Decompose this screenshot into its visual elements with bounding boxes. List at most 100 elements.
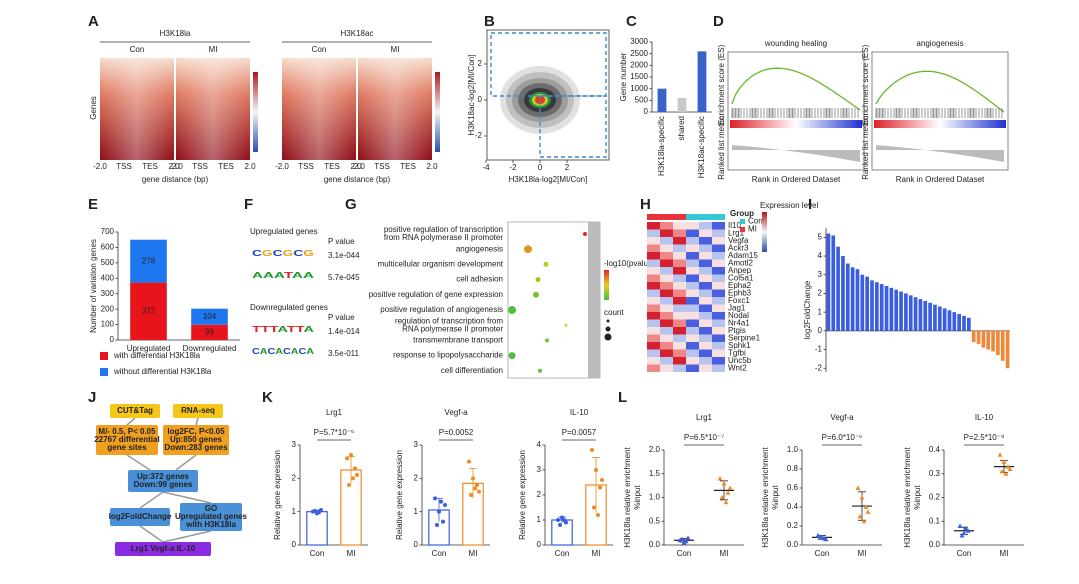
y-tick-label: -1 <box>815 345 823 354</box>
heat-cell <box>647 357 660 365</box>
y-tick-label: 500 <box>635 95 649 104</box>
heat-cell <box>660 327 673 335</box>
y-tick-label: 0.2 <box>929 493 941 502</box>
bar <box>899 291 903 331</box>
gene-label: Nodal <box>728 311 749 320</box>
heat-cell <box>686 357 699 365</box>
y-tick-label: 2500 <box>630 49 648 58</box>
x-tick-label: TES <box>218 162 234 171</box>
go-dot <box>533 291 539 298</box>
bar <box>971 330 976 343</box>
heat-cell <box>647 349 660 357</box>
y-tick-label: 1 <box>292 507 297 516</box>
point <box>855 485 861 490</box>
go-term: RNA polymerase II promoter <box>402 324 503 333</box>
motif-letter: A <box>263 271 274 280</box>
group-label: Con <box>130 45 145 54</box>
motif-letter: C <box>299 347 307 356</box>
group-bar <box>712 214 725 220</box>
bar <box>306 511 328 546</box>
flow-text: Lrg1 Vegf-a IL-10 <box>131 544 196 553</box>
y-axis-label: Enrichment score (ES) <box>717 44 726 125</box>
quadrant <box>490 32 607 97</box>
heat-cell <box>647 334 660 342</box>
y-tick-label: 3 <box>818 270 823 279</box>
heat-cell <box>673 282 686 290</box>
y-tick-label: 300 <box>101 289 115 298</box>
heat-cell <box>686 229 699 237</box>
y-tick-label: 4 <box>537 440 542 449</box>
motif-letter: C <box>283 347 291 356</box>
rank-metric <box>876 145 1004 162</box>
heat-cell <box>647 222 660 230</box>
heat-cell <box>686 222 699 230</box>
y-tick-label: 0 <box>537 540 542 549</box>
bar <box>957 314 961 331</box>
group-bar <box>673 214 686 220</box>
facet-strip <box>588 222 600 378</box>
point <box>467 459 471 464</box>
heat-cell <box>712 274 725 282</box>
flow-text: Down:283 genes <box>164 443 228 452</box>
bar <box>918 299 923 331</box>
motif-letter: A <box>252 271 263 280</box>
y-tick-label: 0 <box>644 107 649 116</box>
es-curve <box>875 70 1005 113</box>
x-tick-label: TSS <box>116 162 132 171</box>
motif-letter: A <box>292 271 303 280</box>
point <box>475 483 479 487</box>
point <box>443 503 447 507</box>
y-tick-label: 0.6 <box>787 483 799 492</box>
x-tick-label: MI <box>1000 549 1009 558</box>
gene-label: Wnt2 <box>728 363 747 372</box>
point <box>865 509 871 514</box>
x-axis-label: Rank in Ordered Dataset <box>752 175 841 184</box>
x-tick-label: Con <box>957 549 972 558</box>
x-tick-label: MI <box>347 549 356 558</box>
mark-title: H3K18la <box>160 29 191 38</box>
point <box>435 523 439 527</box>
x-tick-label: TSS <box>192 162 208 171</box>
x-tick-label: 2.0 <box>350 162 362 171</box>
heat-cell <box>712 319 725 327</box>
chart-title: Lrg1 <box>326 408 343 417</box>
point <box>857 514 863 519</box>
go-term: positive regulation of gene expression <box>369 290 503 299</box>
heat-cell <box>712 312 725 320</box>
point <box>594 468 598 472</box>
gene-label: Unc5b <box>728 356 752 365</box>
flow-node <box>163 425 229 455</box>
arrow <box>175 454 197 471</box>
gene-label: Adam15 <box>728 251 758 260</box>
x-tick-label: 0 <box>538 163 543 172</box>
heat-cell <box>673 334 686 342</box>
x-tick-label: 2.0 <box>426 162 438 171</box>
motif-letter: G <box>262 249 273 258</box>
arrow <box>126 417 136 426</box>
flow-text: log2FC, P<0.05 <box>167 427 225 436</box>
panel-label: D <box>713 13 724 30</box>
flow-node <box>96 425 158 455</box>
panel-label: I <box>808 196 812 213</box>
panel-label: A <box>88 13 99 30</box>
heat-cell <box>660 357 673 365</box>
heat-cell <box>712 244 725 252</box>
flow-text: GO <box>205 504 217 513</box>
x-tick-label: shared <box>677 116 686 140</box>
go-term: cell differentiation <box>441 366 503 375</box>
motif-group: Downregulated genes <box>250 303 328 312</box>
y-tick-label: 0.0 <box>787 540 799 549</box>
x-tick-label: -4 <box>482 163 490 172</box>
motif-letter: T <box>287 325 296 334</box>
legend-label: MI <box>748 225 757 234</box>
motif-letter: A <box>260 347 268 356</box>
arrow <box>162 530 212 543</box>
bar <box>831 235 836 331</box>
heat-cell <box>699 312 712 320</box>
chart-title: Lrg1 <box>696 413 713 422</box>
y-tick-label: 0 <box>292 540 297 549</box>
y-axis-label: Number of variation genes <box>89 239 98 333</box>
point <box>685 535 691 540</box>
